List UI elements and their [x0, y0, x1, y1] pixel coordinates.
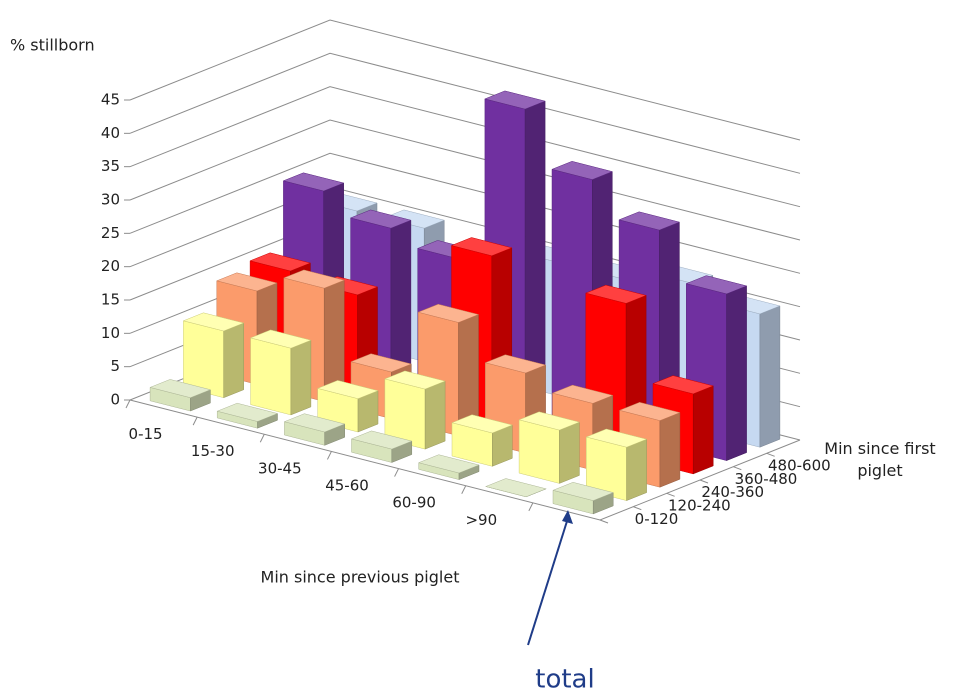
z-tick-label: 240-360 [701, 483, 764, 501]
bar-top [283, 269, 346, 289]
bar-side [559, 421, 580, 484]
z-tick [733, 466, 742, 471]
bar-top [484, 90, 546, 110]
grid-line [129, 86, 801, 208]
bar-top [484, 354, 547, 374]
bar-top [384, 370, 446, 390]
x-tick [528, 502, 534, 512]
y-axis-title: % stillborn [10, 36, 95, 55]
grid-line [129, 52, 801, 174]
bar-top [349, 209, 412, 229]
bar-top [518, 411, 581, 431]
x-tick [461, 485, 467, 494]
bar-top [451, 414, 514, 434]
bar-front [518, 419, 560, 484]
bar-top [551, 384, 614, 404]
x-tick-label: 60-90 [392, 494, 436, 512]
bar-top [618, 402, 681, 421]
bar-top [282, 172, 345, 192]
z-tick [766, 452, 775, 457]
bar-top [249, 329, 312, 349]
y-tick-label: 45 [101, 91, 120, 109]
bar-top [450, 237, 513, 257]
bar-top [618, 211, 681, 231]
bar-top [417, 454, 480, 474]
x-tick [125, 399, 131, 409]
bar-top [283, 413, 346, 433]
x-tick-label: 0-15 [129, 425, 163, 443]
z-tick [633, 506, 642, 511]
bar-top [585, 428, 648, 448]
grid-line [129, 19, 801, 141]
bar-side [659, 412, 681, 488]
z-axis-title: Min since first piglet [824, 439, 936, 480]
grid-line [129, 119, 801, 241]
bar-top [552, 482, 615, 501]
bar-side [390, 219, 412, 376]
bar-top [417, 303, 480, 323]
bar-top [350, 353, 413, 373]
y-tick-label: 10 [101, 324, 120, 342]
bar-top [149, 379, 212, 398]
bar-top [316, 380, 379, 399]
bar-top [182, 312, 245, 332]
bar-top [484, 478, 547, 498]
bar-side [223, 322, 244, 399]
bar-top [584, 284, 647, 304]
z-tick [599, 519, 609, 524]
z-tick [699, 479, 709, 484]
bar-side [759, 305, 781, 448]
annotation: total [535, 665, 594, 695]
x-tick-label: 30-45 [258, 459, 302, 477]
x-tick [192, 416, 198, 426]
z-tick-label: 120-240 [668, 497, 731, 515]
y-tick-label: 15 [101, 291, 120, 309]
bar-front [250, 337, 292, 416]
bar-side [424, 380, 446, 450]
y-tick-label: 35 [101, 157, 120, 175]
x-tick [394, 468, 400, 477]
bar-side [626, 438, 647, 501]
y-tick-label: 40 [101, 124, 120, 142]
annotation-arrowhead [562, 510, 573, 524]
bar-side [692, 385, 714, 475]
bar-top [350, 430, 413, 450]
x-tick-label: 45-60 [325, 477, 369, 495]
x-tick [326, 451, 332, 460]
x-axis-title: Min since previous piglet [261, 568, 460, 587]
z-tick [666, 492, 675, 497]
x-tick-label: >90 [465, 511, 497, 529]
bar-top [652, 375, 715, 395]
z-tick-label: 480-600 [768, 457, 831, 475]
z-tick-label: 0-120 [635, 510, 679, 528]
y-tick-label: 20 [101, 257, 120, 275]
y-tick-label: 0 [110, 391, 120, 409]
bar-top [216, 402, 279, 422]
x-tick-label: 15-30 [191, 442, 235, 460]
bar-top [249, 252, 312, 272]
bar-side [290, 339, 312, 416]
bar-side [726, 285, 747, 461]
bar-top [215, 272, 278, 292]
y-tick-label: 5 [110, 357, 120, 375]
bar-top [685, 275, 748, 295]
annotation-arrow [527, 517, 569, 646]
z-tick-label: 360-480 [735, 470, 798, 488]
y-tick-label: 30 [101, 191, 120, 209]
y-tick-label: 25 [101, 224, 120, 242]
x-tick [259, 434, 265, 443]
bar-top [551, 161, 614, 180]
